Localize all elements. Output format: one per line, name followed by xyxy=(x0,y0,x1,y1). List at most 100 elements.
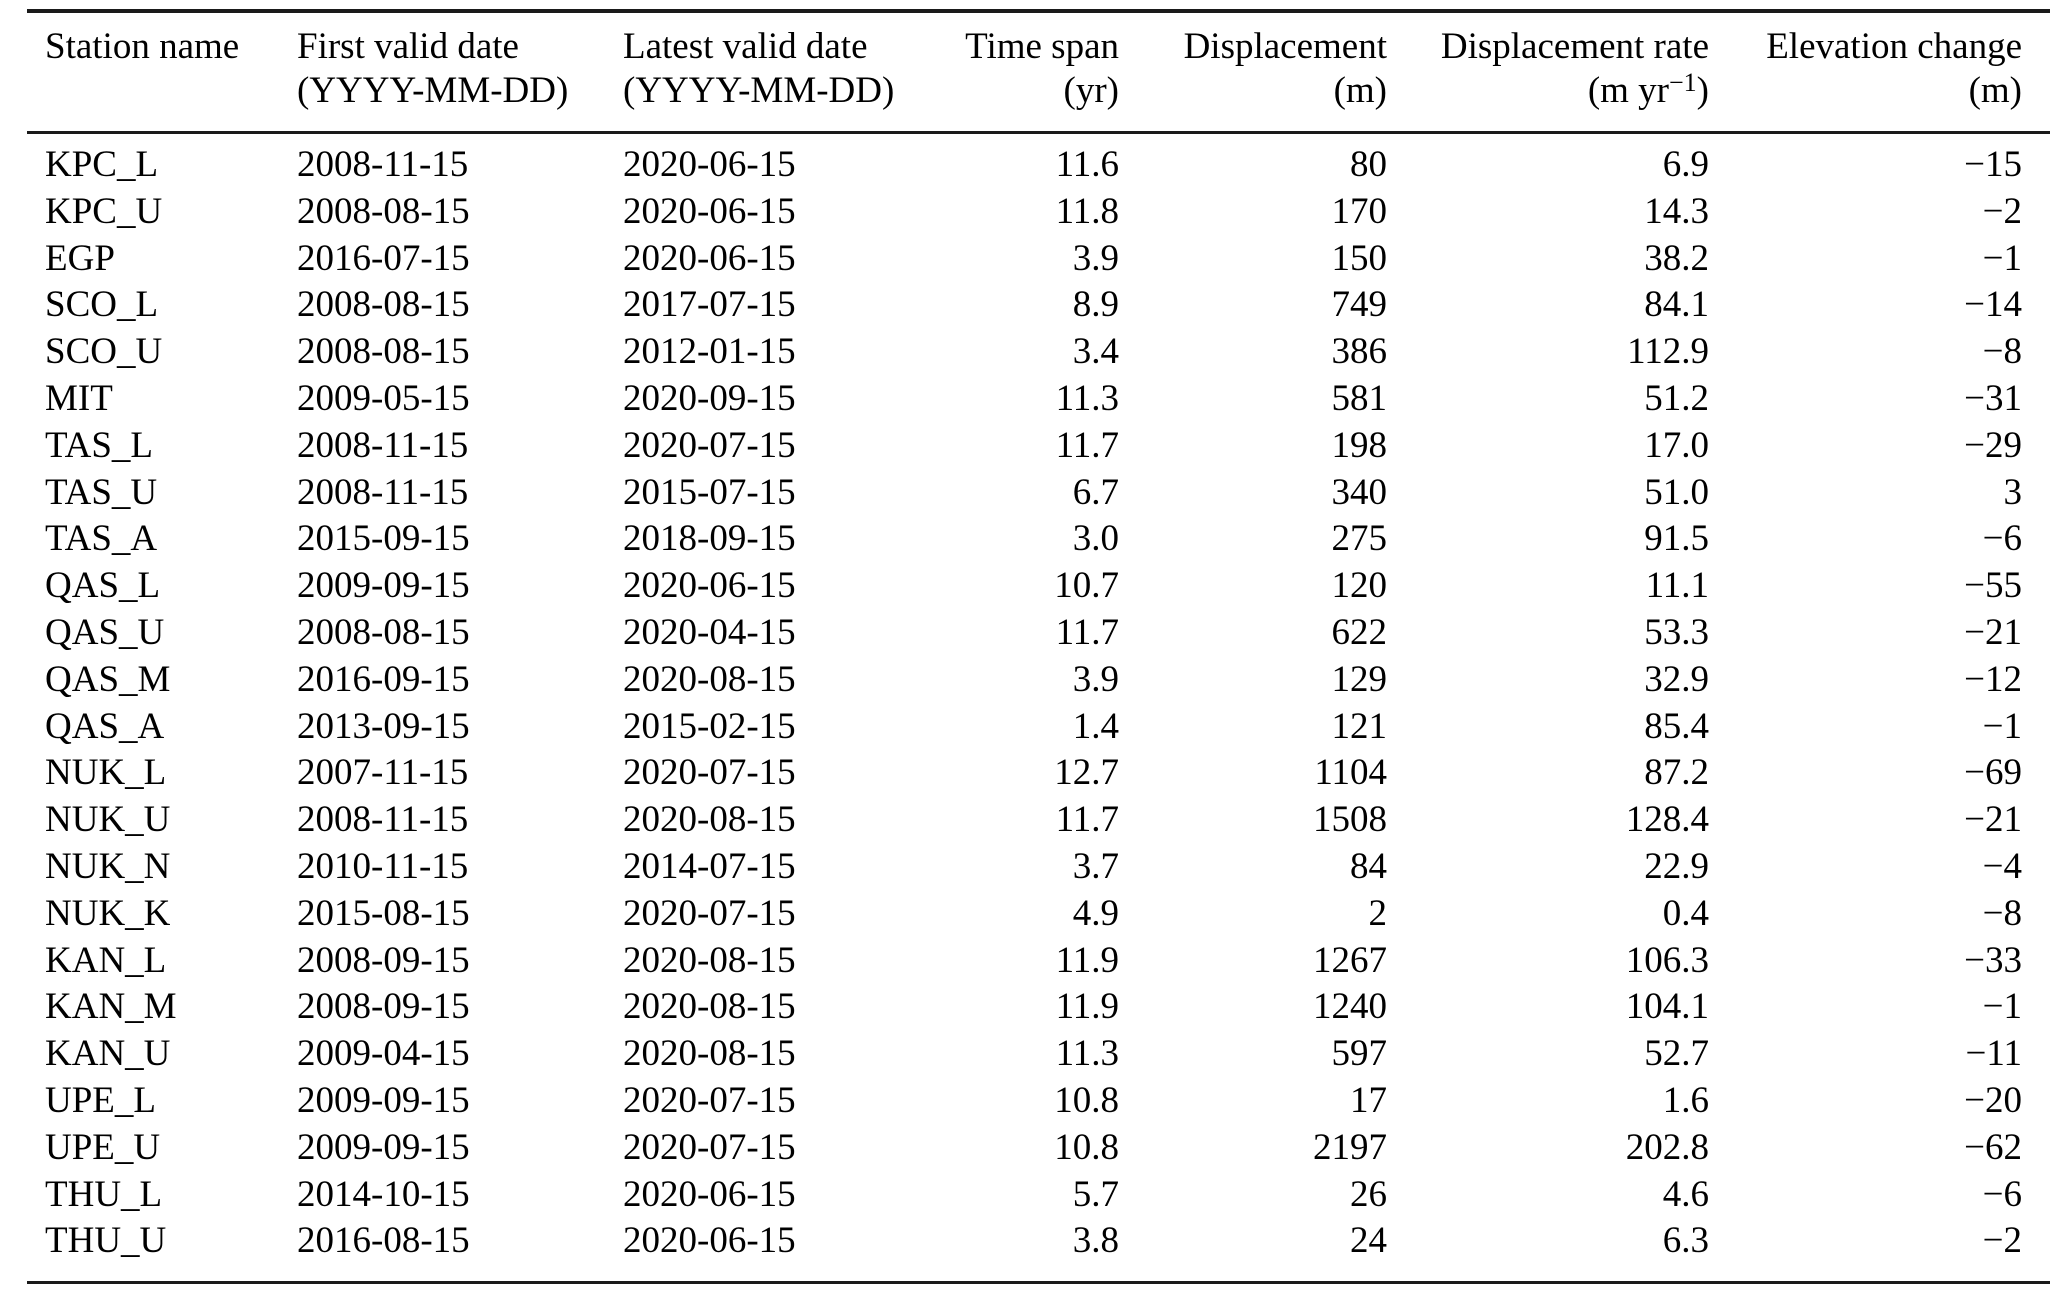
col-header-displacement: Displacement (m) xyxy=(1119,13,1387,134)
cell-elevation-change: −12 xyxy=(1964,658,2022,700)
cell-first-valid-date: 2008-11-15 xyxy=(297,471,469,513)
cell-time-span: 11.9 xyxy=(1055,939,1119,981)
cell-first-valid-date: 2008-08-15 xyxy=(297,331,470,373)
cell-first-valid-date: 2016-09-15 xyxy=(297,658,470,700)
cell-displacement: 120 xyxy=(1331,565,1388,607)
cell-elevation-change: 3 xyxy=(2003,471,2023,513)
cell-station-name: TAS_U xyxy=(45,471,158,513)
cell-displacement: 80 xyxy=(1350,144,1387,185)
cell-elevation-change: −2 xyxy=(1982,1220,2022,1262)
cell-time-span: 11.3 xyxy=(1055,377,1119,419)
cell-displacement-rate: 14.3 xyxy=(1644,190,1709,232)
cell-station-name: KPC_U xyxy=(45,190,163,232)
cell-elevation-change: −1 xyxy=(1982,986,2022,1028)
cell-elevation-change: −20 xyxy=(1964,1079,2022,1121)
cell-displacement: 1508 xyxy=(1313,799,1387,841)
cell-elevation-change: −31 xyxy=(1964,377,2022,419)
cell-latest-valid-date: 2015-07-15 xyxy=(623,471,796,513)
cell-displacement-rate: 11.1 xyxy=(1645,565,1709,607)
cell-station-name: THU_U xyxy=(45,1220,167,1262)
cell-time-span: 4.9 xyxy=(1072,892,1119,934)
col-header-displacement-label: Displacement xyxy=(1183,26,1387,67)
cell-elevation-change: −4 xyxy=(1982,845,2022,887)
cell-station-name: EGP xyxy=(45,237,115,279)
cell-displacement: 340 xyxy=(1331,471,1388,513)
col-header-elevation-change-unit: (m) xyxy=(1968,70,2022,111)
cell-station-name: NUK_K xyxy=(45,892,171,934)
cell-latest-valid-date: 2020-07-15 xyxy=(623,424,796,466)
table-row: KAN_L 2008-09-15 2020-08-15 11.9 1267 106.3 −3… xyxy=(27,938,2050,985)
cell-first-valid-date: 2008-09-15 xyxy=(297,986,470,1028)
cell-time-span: 1.4 xyxy=(1072,705,1119,747)
table-row: QAS_U 2008-08-15 2020-04-15 11.7 622 53.3 −21 xyxy=(27,610,2050,657)
cell-first-valid-date: 2009-09-15 xyxy=(297,1126,470,1168)
cell-elevation-change: −1 xyxy=(1982,705,2022,747)
cell-time-span: 11.7 xyxy=(1055,799,1119,841)
cell-station-name: NUK_U xyxy=(45,799,171,841)
cell-displacement: 198 xyxy=(1331,424,1388,466)
table-row: UPE_L 2009-09-15 2020-07-15 10.8 17 1.6 −20 xyxy=(27,1078,2050,1125)
cell-displacement-rate: 51.0 xyxy=(1644,471,1709,513)
table-row: THU_U 2016-08-15 2020-06-15 3.8 24 6.3 −2 xyxy=(27,1218,2050,1265)
cell-latest-valid-date: 2020-06-15 xyxy=(623,565,796,607)
cell-elevation-change: −15 xyxy=(1964,144,2022,185)
cell-displacement-rate: 6.3 xyxy=(1662,1220,1709,1262)
cell-first-valid-date: 2008-11-15 xyxy=(297,799,469,841)
cell-time-span: 11.7 xyxy=(1055,611,1119,653)
cell-latest-valid-date: 2020-08-15 xyxy=(623,799,796,841)
cell-station-name: QAS_A xyxy=(45,705,165,747)
cell-time-span: 8.9 xyxy=(1072,284,1119,326)
unit-superscript: −1 xyxy=(1669,68,1697,97)
cell-time-span: 3.4 xyxy=(1072,331,1119,373)
cell-station-name: THU_L xyxy=(45,1173,163,1215)
cell-first-valid-date: 2008-08-15 xyxy=(297,611,470,653)
cell-displacement-rate: 22.9 xyxy=(1644,845,1709,887)
unit-prefix: (m yr xyxy=(1587,70,1669,111)
cell-displacement: 1240 xyxy=(1313,986,1387,1028)
table-row: SCO_L 2008-08-15 2017-07-15 8.9 749 84.1 −14 xyxy=(27,282,2050,329)
cell-displacement-rate: 51.2 xyxy=(1644,377,1709,419)
cell-first-valid-date: 2015-08-15 xyxy=(297,892,470,934)
cell-first-valid-date: 2009-09-15 xyxy=(297,565,470,607)
cell-first-valid-date: 2008-11-15 xyxy=(297,424,469,466)
cell-latest-valid-date: 2020-06-15 xyxy=(623,237,796,279)
cell-station-name: KAN_M xyxy=(45,986,177,1028)
col-header-displacement-unit: (m) xyxy=(1333,70,1387,111)
col-header-first-valid-date-label: First valid date xyxy=(297,26,519,67)
cell-displacement: 1104 xyxy=(1314,752,1387,794)
cell-displacement-rate: 38.2 xyxy=(1644,237,1709,279)
cell-first-valid-date: 2009-04-15 xyxy=(297,1033,470,1075)
table-row: EGP 2016-07-15 2020-06-15 3.9 150 38.2 −1 xyxy=(27,236,2050,283)
cell-first-valid-date: 2007-11-15 xyxy=(297,752,469,794)
table-row: UPE_U 2009-09-15 2020-07-15 10.8 2197 202.8 −6… xyxy=(27,1125,2050,1172)
cell-station-name: UPE_L xyxy=(45,1079,156,1121)
header-row: Station name First valid date (YYYY-MM-D… xyxy=(27,13,2050,134)
cell-latest-valid-date: 2020-07-15 xyxy=(623,1126,796,1168)
cell-time-span: 3.7 xyxy=(1072,845,1119,887)
cell-time-span: 5.7 xyxy=(1072,1173,1119,1215)
cell-displacement-rate: 0.4 xyxy=(1662,892,1709,934)
cell-displacement-rate: 85.4 xyxy=(1644,705,1709,747)
cell-displacement-rate: 104.1 xyxy=(1625,986,1709,1028)
cell-elevation-change: −21 xyxy=(1964,799,2022,841)
cell-first-valid-date: 2008-08-15 xyxy=(297,284,470,326)
cell-first-valid-date: 2008-09-15 xyxy=(297,939,470,981)
table-row: SCO_U 2008-08-15 2012-01-15 3.4 386 112.9 −8 xyxy=(27,329,2050,376)
cell-elevation-change: −55 xyxy=(1964,565,2022,607)
station-summary-table: Station name First valid date (YYYY-MM-D… xyxy=(27,9,2050,1285)
cell-first-valid-date: 2014-10-15 xyxy=(297,1173,470,1215)
col-header-time-span: Time span (yr) xyxy=(949,13,1119,134)
cell-time-span: 3.8 xyxy=(1072,1220,1119,1262)
cell-elevation-change: −11 xyxy=(1965,1033,2023,1075)
cell-latest-valid-date: 2020-07-15 xyxy=(623,752,796,794)
cell-latest-valid-date: 2020-08-15 xyxy=(623,1033,796,1075)
cell-latest-valid-date: 2017-07-15 xyxy=(623,284,796,326)
cell-displacement-rate: 52.7 xyxy=(1644,1033,1709,1075)
col-header-time-span-unit: (yr) xyxy=(1063,70,1119,111)
cell-displacement: 1267 xyxy=(1313,939,1387,981)
cell-latest-valid-date: 2020-04-15 xyxy=(623,611,796,653)
col-header-displacement-rate-unit: (m yr−1) xyxy=(1387,69,1709,113)
cell-displacement: 597 xyxy=(1331,1033,1388,1075)
table-row: THU_L 2014-10-15 2020-06-15 5.7 26 4.6 −6 xyxy=(27,1172,2050,1219)
cell-displacement: 749 xyxy=(1331,284,1388,326)
